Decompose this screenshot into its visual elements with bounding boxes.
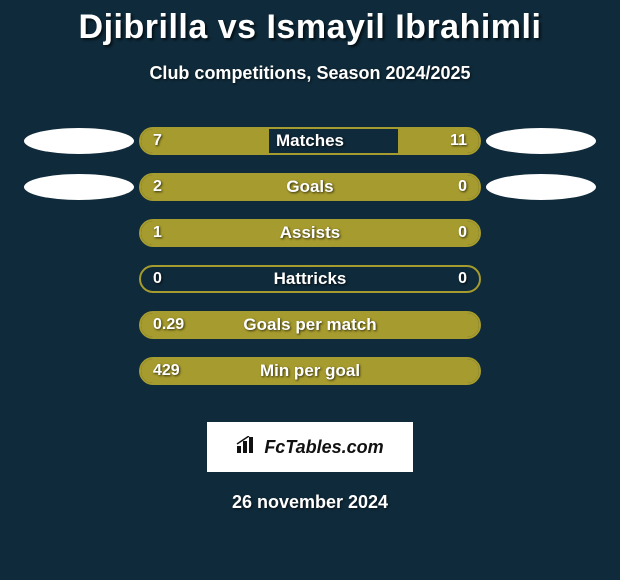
date-label: 26 november 2024 bbox=[0, 492, 620, 513]
bar-fill-right bbox=[405, 221, 479, 245]
left-marker-slot bbox=[19, 312, 139, 338]
stat-bar: 429 Min per goal bbox=[139, 357, 481, 385]
stat-bar: 0.29 Goals per match bbox=[139, 311, 481, 339]
stat-right-value: 0 bbox=[458, 267, 467, 291]
photo-placeholder-left bbox=[24, 266, 134, 292]
stat-left-value: 0 bbox=[153, 267, 162, 291]
photo-placeholder-right bbox=[486, 312, 596, 338]
right-marker-slot bbox=[481, 128, 601, 154]
left-marker-slot bbox=[19, 128, 139, 154]
comparison-chart: 7 Matches 11 2 Goals 0 1 bbox=[0, 118, 620, 394]
photo-placeholder-right bbox=[486, 128, 596, 154]
player2-name: Ismayil Ibrahimli bbox=[266, 8, 541, 46]
bar-fill-left bbox=[141, 175, 405, 199]
fctables-logo: FcTables.com bbox=[207, 422, 413, 472]
bar-fill-left bbox=[141, 313, 479, 337]
stat-row: 2 Goals 0 bbox=[0, 164, 620, 210]
left-marker-slot bbox=[19, 358, 139, 384]
bar-fill-right bbox=[398, 129, 479, 153]
photo-placeholder-left bbox=[24, 128, 134, 154]
photo-placeholder-left bbox=[24, 358, 134, 384]
right-marker-slot bbox=[481, 174, 601, 200]
stat-bar: 2 Goals 0 bbox=[139, 173, 481, 201]
subtitle: Club competitions, Season 2024/2025 bbox=[0, 63, 620, 84]
logo-text: FcTables.com bbox=[264, 437, 383, 458]
left-marker-slot bbox=[19, 220, 139, 246]
photo-placeholder-right bbox=[486, 220, 596, 246]
page-title: Djibrilla vs Ismayil Ibrahimli bbox=[0, 0, 620, 47]
bar-fill-left bbox=[141, 221, 405, 245]
stat-row: 1 Assists 0 bbox=[0, 210, 620, 256]
stat-bar: 1 Assists 0 bbox=[139, 219, 481, 247]
photo-placeholder-left bbox=[24, 220, 134, 246]
stat-bar: 0 Hattricks 0 bbox=[139, 265, 481, 293]
photo-placeholder-right bbox=[486, 174, 596, 200]
stat-row: 0 Hattricks 0 bbox=[0, 256, 620, 302]
player1-name: Djibrilla bbox=[79, 8, 208, 46]
left-marker-slot bbox=[19, 174, 139, 200]
photo-placeholder-left bbox=[24, 312, 134, 338]
vs-label: vs bbox=[218, 8, 257, 46]
photo-placeholder-right bbox=[486, 266, 596, 292]
bar-chart-icon bbox=[236, 436, 258, 459]
right-marker-slot bbox=[481, 220, 601, 246]
right-marker-slot bbox=[481, 312, 601, 338]
stat-row: 7 Matches 11 bbox=[0, 118, 620, 164]
left-marker-slot bbox=[19, 266, 139, 292]
bar-fill-right bbox=[405, 175, 479, 199]
right-marker-slot bbox=[481, 358, 601, 384]
stat-label: Hattricks bbox=[141, 267, 479, 291]
stat-bar: 7 Matches 11 bbox=[139, 127, 481, 155]
right-marker-slot bbox=[481, 266, 601, 292]
stat-row: 0.29 Goals per match bbox=[0, 302, 620, 348]
photo-placeholder-right bbox=[486, 358, 596, 384]
stat-row: 429 Min per goal bbox=[0, 348, 620, 394]
bar-fill-left bbox=[141, 359, 479, 383]
photo-placeholder-left bbox=[24, 174, 134, 200]
bar-fill-left bbox=[141, 129, 269, 153]
